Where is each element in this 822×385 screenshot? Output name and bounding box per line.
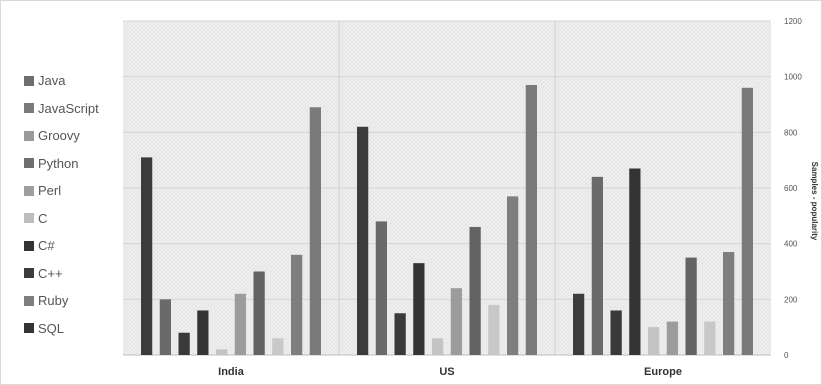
- bar: [432, 338, 444, 355]
- bar: [469, 226, 481, 355]
- legend-label: Groovy: [38, 128, 80, 144]
- legend-label: SQL: [38, 320, 65, 336]
- y-tick-label: 800: [784, 128, 798, 137]
- bar: [741, 87, 753, 356]
- legend-item: Java: [24, 67, 99, 95]
- x-tick-label: US: [439, 366, 454, 378]
- legend-swatch: [24, 240, 34, 251]
- legend-label: Java: [38, 73, 66, 89]
- bar: [159, 299, 171, 355]
- bars: [141, 85, 753, 356]
- legend-item: SQL: [24, 315, 99, 343]
- legend-swatch: [24, 75, 34, 86]
- bar: [666, 321, 678, 355]
- legend-label: C#: [38, 238, 55, 254]
- bar: [141, 157, 153, 355]
- y-axis-label: Samples - popularity: [810, 162, 819, 241]
- y-tick-label: 1000: [784, 73, 802, 82]
- legend-item: C: [24, 205, 99, 233]
- legend-swatch: [24, 295, 34, 306]
- legend-item: Groovy: [24, 122, 99, 150]
- bar: [507, 196, 519, 355]
- x-tick-label: India: [218, 366, 245, 378]
- legend-swatch: [24, 268, 34, 279]
- bar: [272, 338, 284, 355]
- y-axis: 0 200 400 600 800 1000 1200: [784, 17, 802, 360]
- legend-item: Python: [24, 150, 99, 178]
- bar: [648, 327, 660, 355]
- x-axis: India US Europe: [218, 366, 682, 378]
- legend-swatch: [24, 323, 34, 334]
- bar: [216, 349, 228, 355]
- legend-label: C++: [38, 265, 63, 281]
- bar: [704, 321, 716, 355]
- bar: [253, 271, 265, 355]
- legend-swatch: [24, 158, 34, 169]
- bar: [413, 263, 425, 355]
- y-tick-label: 200: [784, 295, 798, 304]
- bar: [178, 332, 190, 355]
- bar: [610, 310, 622, 355]
- legend-item: C++: [24, 260, 99, 288]
- bar: [197, 310, 209, 355]
- legend-label: Perl: [38, 183, 62, 199]
- legend-swatch: [24, 185, 34, 196]
- bar: [394, 313, 406, 355]
- bar: [309, 107, 321, 356]
- y-tick-label: 1200: [784, 17, 802, 26]
- legend-item: JavaScript: [24, 95, 99, 123]
- bar: [573, 293, 585, 355]
- y-tick-label: 0: [784, 351, 789, 360]
- bar: [723, 252, 735, 355]
- legend-label: JavaScript: [38, 100, 99, 116]
- legend-item: C#: [24, 232, 99, 260]
- legend-label: Python: [38, 155, 79, 171]
- legend-label: C: [38, 210, 48, 226]
- bar: [291, 254, 303, 355]
- legend-item: Ruby: [24, 287, 99, 315]
- bar: [685, 257, 697, 355]
- bar: [591, 176, 603, 355]
- bar: [525, 85, 537, 356]
- bar: [375, 221, 387, 355]
- legend: Java JavaScript Groovy Python Perl C C# C++ Ruby…: [24, 67, 99, 342]
- bar: [357, 126, 369, 356]
- gridlines: [123, 20, 771, 356]
- y-tick-label: 600: [784, 184, 798, 193]
- y-tick-label: 400: [784, 240, 798, 249]
- legend-item: Perl: [24, 177, 99, 205]
- x-tick-label: Europe: [644, 366, 682, 378]
- bar: [450, 288, 462, 355]
- bar: [234, 293, 246, 355]
- legend-swatch: [24, 213, 34, 224]
- legend-swatch: [24, 130, 34, 141]
- bar: [488, 304, 500, 355]
- legend-label: Ruby: [38, 293, 69, 309]
- legend-swatch: [24, 103, 34, 114]
- bar: [629, 168, 641, 355]
